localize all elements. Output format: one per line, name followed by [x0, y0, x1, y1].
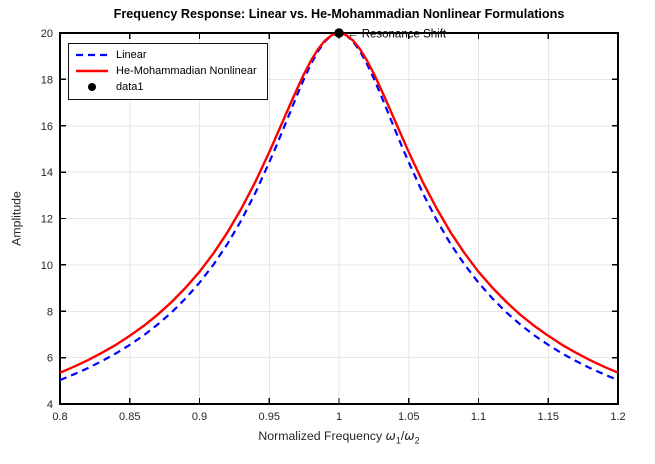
- y-tick-label: 6: [47, 353, 53, 365]
- x-tick-label: 1.1: [471, 411, 486, 423]
- x-axis-label-text: Normalized Frequency: [258, 429, 383, 443]
- legend-label-nonlinear: He-Mohammadian Nonlinear: [116, 65, 257, 77]
- x-tick-label: 1: [336, 411, 342, 423]
- legend-label-linear: Linear: [116, 49, 147, 61]
- y-tick-label: 16: [41, 121, 53, 133]
- x-tick-label: 1.2: [610, 411, 625, 423]
- legend-item-nonlinear: He-Mohammadian Nonlinear: [75, 63, 257, 79]
- x-axis-label: Normalized Frequency ω1/ω2: [60, 429, 618, 445]
- x-tick-label: 0.8: [52, 411, 67, 423]
- legend-dot-marker: [88, 83, 96, 91]
- frequency-ratio-slash: /: [400, 429, 405, 443]
- x-tick-label: 0.85: [119, 411, 140, 423]
- y-tick-label: 14: [41, 167, 53, 179]
- legend-item-linear: Linear: [75, 47, 257, 63]
- solid-line-sample-icon: [76, 69, 108, 73]
- annotation-resonance-shift: ← Resonance Shift: [347, 29, 447, 41]
- y-tick-label: 8: [47, 306, 53, 318]
- omega-1-symbol: ω: [385, 429, 396, 443]
- y-tick-label: 4: [47, 399, 53, 411]
- y-tick-label: 20: [41, 28, 53, 40]
- chart-title: Frequency Response: Linear vs. He-Mohamm…: [113, 7, 565, 21]
- dot-marker-sample-icon: [88, 83, 96, 91]
- x-tick-label: 1.05: [398, 411, 419, 423]
- legend: Linear He-Mohammadian Nonlinear data1: [68, 43, 268, 100]
- x-tick-label: 1.15: [538, 411, 559, 423]
- y-axis-label: Amplitude: [9, 191, 24, 246]
- legend-item-data1: data1: [75, 79, 257, 95]
- omega-2-symbol: ω: [404, 429, 415, 443]
- legend-label-data1: data1: [116, 81, 144, 93]
- marker-data1: [334, 28, 344, 38]
- dashed-line-sample-icon: [76, 53, 108, 57]
- x-tick-label: 0.9: [192, 411, 207, 423]
- x-tick-label: 0.95: [259, 411, 280, 423]
- y-tick-label: 10: [41, 260, 53, 272]
- y-tick-label: 18: [41, 74, 53, 86]
- y-tick-label: 12: [41, 214, 53, 226]
- omega-1-subscript: 1: [395, 435, 401, 446]
- omega-2-subscript: 2: [414, 435, 420, 446]
